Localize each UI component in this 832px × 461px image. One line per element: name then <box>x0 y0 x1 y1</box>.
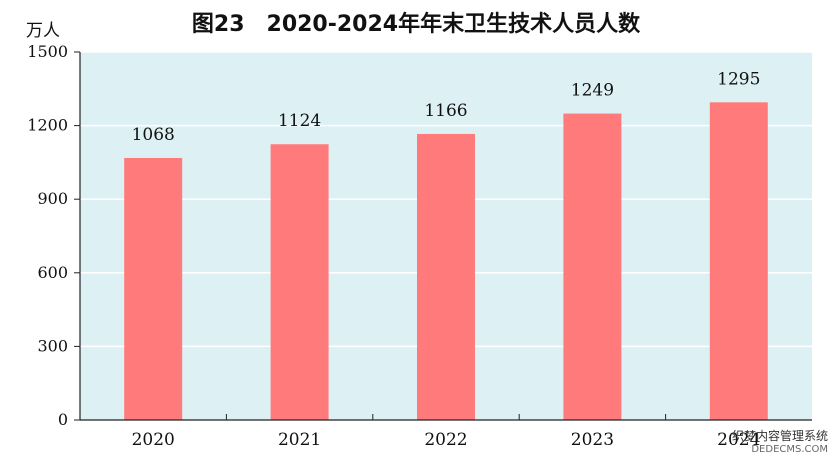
bar-2020 <box>124 157 183 420</box>
data-labels: 1068 1124 1166 1249 1295 <box>132 69 761 145</box>
data-label-2021: 1124 <box>278 111 321 131</box>
data-label-2024: 1295 <box>717 69 760 89</box>
bar-2021 <box>270 144 329 420</box>
x-tick-label-2020: 2020 <box>132 430 175 450</box>
bar-2023 <box>563 113 622 420</box>
x-tick-label-2024: 2024 <box>717 430 760 450</box>
bars <box>124 102 768 420</box>
watermark: 织梦内容管理系统 DEDECMS.COM <box>732 429 828 457</box>
y-tick-label: 900 <box>37 189 68 208</box>
chart-title: 图23 2020-2024年年末卫生技术人员人数 <box>191 12 641 37</box>
y-tick-label: 1200 <box>27 116 68 135</box>
watermark-text: 织梦内容管理系统 <box>731 429 828 443</box>
y-tick-label: 0 <box>58 410 68 429</box>
watermark-url: DEDECMS.COM <box>751 444 828 455</box>
x-tick-label-2023: 2023 <box>571 430 614 450</box>
bar-2024 <box>709 102 768 420</box>
data-label-2020: 1068 <box>132 125 175 145</box>
y-tick-label: 600 <box>37 263 68 282</box>
data-label-2022: 1166 <box>424 101 467 121</box>
axes: 0 300 600 900 1200 1500 2020 2021 2022 2023 2024 <box>27 42 812 450</box>
y-axis-unit: 万人 <box>26 21 60 41</box>
bar-2022 <box>417 133 475 420</box>
x-tick-label-2022: 2022 <box>424 430 467 450</box>
y-tick-label: 1500 <box>27 42 68 61</box>
x-tick-label-2021: 2021 <box>278 430 321 450</box>
data-label-2023: 1249 <box>571 81 614 101</box>
y-tick-label: 300 <box>37 336 68 355</box>
